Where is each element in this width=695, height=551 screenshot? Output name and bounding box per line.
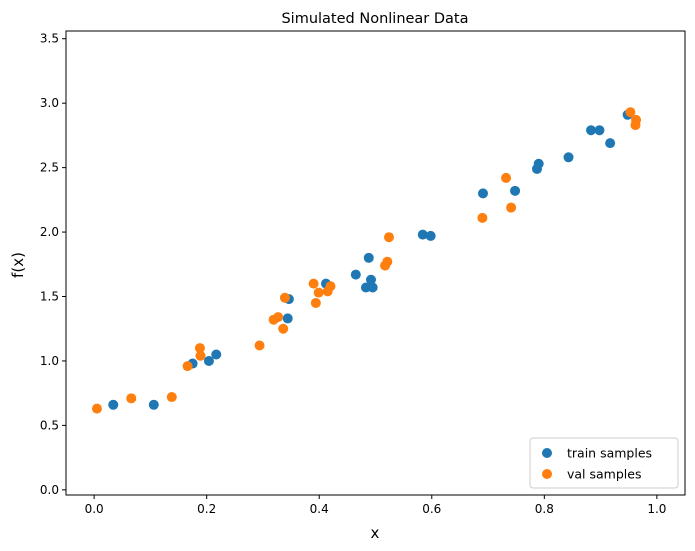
x-axis-label: x [371, 524, 380, 542]
data-point-train [563, 152, 574, 163]
data-point-train [594, 125, 605, 136]
x-tick-label: 0.6 [422, 502, 441, 516]
legend-label: val samples [567, 467, 641, 482]
data-point-val [310, 297, 321, 308]
data-point-train [211, 349, 222, 360]
points-layer [91, 107, 642, 414]
data-point-val [477, 212, 488, 223]
data-point-val [273, 312, 284, 323]
data-point-train [365, 274, 376, 285]
x-tick-label: 0.2 [197, 502, 216, 516]
data-point-val [278, 323, 289, 334]
data-point-val [126, 393, 137, 404]
x-tick-label: 0.8 [535, 502, 554, 516]
y-tick-label: 0.5 [40, 418, 59, 432]
legend-box [529, 437, 679, 489]
y-tick-label: 1.0 [40, 354, 59, 368]
data-point-train [533, 158, 544, 169]
data-point-val [384, 232, 395, 243]
data-point-train [425, 230, 436, 241]
y-tick-label: 3.5 [40, 32, 59, 46]
data-point-val [308, 278, 319, 289]
data-point-train [363, 252, 374, 263]
data-point-train [108, 399, 119, 410]
data-point-val [195, 350, 206, 361]
data-point-val [625, 107, 636, 118]
data-point-val [382, 256, 393, 267]
y-tick-label: 0.0 [40, 483, 59, 497]
x-axis: 0.0 0.2 0.4 0.6 0.8 1.0 [85, 495, 666, 516]
plot-frame [65, 30, 686, 496]
x-tick-label: 0.4 [310, 502, 329, 516]
y-tick-label: 2.0 [40, 225, 59, 239]
y-tick-label: 3.0 [40, 96, 59, 110]
data-point-train [367, 282, 378, 293]
legend-label: train samples [567, 446, 652, 461]
y-tick-label: 1.5 [40, 290, 59, 304]
legend-marker [542, 448, 552, 458]
data-point-val [506, 202, 517, 213]
y-axis: 0.0 0.5 1.0 1.5 2.0 2.5 3.0 3.5 [40, 32, 66, 497]
data-point-val [194, 343, 205, 354]
data-point-val [325, 281, 336, 292]
data-point-train [605, 138, 616, 149]
data-point-train [203, 355, 214, 366]
data-point-train [148, 399, 159, 410]
legend-marker [542, 469, 552, 479]
y-tick-label: 2.5 [40, 161, 59, 175]
data-point-train [586, 125, 597, 136]
x-tick-label: 1.0 [647, 502, 666, 516]
data-point-train [477, 188, 488, 199]
chart-title: Simulated Nonlinear Data [281, 11, 468, 27]
legend: train samples val samples [529, 437, 679, 489]
x-tick-label: 0.0 [85, 502, 104, 516]
data-point-train [350, 269, 361, 280]
data-point-train [510, 185, 521, 196]
data-point-val [631, 114, 642, 125]
data-point-train [282, 313, 293, 324]
y-axis-label: f(x) [9, 252, 27, 278]
data-point-val [91, 403, 102, 414]
data-point-val [313, 287, 324, 298]
data-point-train [417, 229, 428, 240]
data-point-val [501, 172, 512, 183]
data-point-val [254, 340, 265, 351]
data-point-val [279, 292, 290, 303]
data-point-val [166, 392, 177, 403]
data-point-val [182, 361, 193, 372]
